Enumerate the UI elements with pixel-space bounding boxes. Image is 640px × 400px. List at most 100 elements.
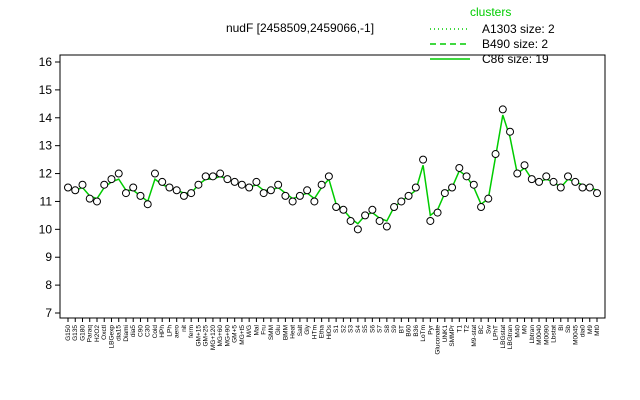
data-point — [542, 172, 551, 181]
x-tick-label: B36 — [413, 325, 420, 337]
x-tick-label: Diami — [123, 325, 130, 342]
data-point — [527, 175, 536, 184]
data-point — [477, 203, 486, 212]
x-tick-label: Heat — [290, 325, 297, 339]
data-point — [346, 216, 355, 225]
data-point — [252, 177, 261, 186]
data-point — [295, 191, 304, 200]
x-tick-label: Sb — [565, 325, 572, 333]
x-tick-label: MG+t5 — [239, 325, 246, 345]
x-tick-label: B60 — [406, 325, 413, 337]
data-point — [339, 205, 348, 214]
data-point — [64, 183, 72, 192]
x-tick-label: Paraq — [87, 325, 94, 343]
x-tick-label: T2 — [464, 325, 471, 333]
data-point — [201, 172, 210, 181]
x-tick-label: S4 — [355, 325, 362, 333]
data-point — [375, 216, 384, 225]
data-point — [404, 191, 413, 200]
data-point — [259, 189, 268, 198]
x-tick-label: S9 — [391, 325, 398, 333]
x-tick-label: dia0 — [580, 325, 587, 338]
data-point — [324, 172, 333, 181]
data-point — [100, 180, 109, 189]
x-tick-label: H2O2 — [94, 325, 101, 342]
x-tick-label: Mal — [253, 324, 260, 335]
data-point — [455, 163, 464, 172]
x-tick-label: S7 — [377, 325, 384, 333]
x-tick-label: ferm — [188, 325, 195, 338]
x-tick-label: Gluconate — [435, 325, 442, 355]
y-tick-label: 11 — [40, 194, 53, 208]
x-tick-label: LBGstat — [500, 325, 507, 349]
data-point — [564, 172, 573, 181]
data-point — [448, 183, 457, 192]
y-tick-label: 15 — [39, 83, 53, 97]
legend-title: clusters — [470, 5, 511, 19]
x-tick-label: Pyr — [427, 324, 434, 335]
data-point — [179, 191, 188, 200]
data-point — [390, 203, 399, 212]
x-tick-label: S8 — [384, 325, 391, 333]
data-point — [513, 169, 522, 178]
data-point — [368, 205, 377, 214]
data-point — [281, 191, 290, 200]
x-tick-label: MG+90 — [224, 325, 231, 347]
x-tick-label: GM+25 — [203, 325, 210, 347]
data-point — [578, 183, 587, 192]
data-point — [136, 191, 145, 200]
x-tick-label: M0090 — [543, 325, 550, 345]
legend-label: A1303 size: 2 — [482, 22, 555, 36]
y-tick-label: 8 — [45, 278, 52, 292]
data-point — [571, 177, 580, 186]
x-tick-label: GM+15 — [195, 325, 202, 347]
legend-label: C86 size: 19 — [482, 52, 549, 66]
chart-title: nudF [2458509,2459066,-1] — [226, 21, 374, 35]
data-point — [303, 186, 312, 195]
data-point — [230, 177, 239, 186]
x-tick-label: Etha — [319, 325, 326, 339]
x-tick-label: aero — [174, 325, 181, 338]
x-tick-label: MG+60 — [217, 325, 224, 347]
data-point — [433, 208, 442, 217]
x-tick-label: C30 — [145, 325, 152, 337]
x-tick-label: Fru — [261, 325, 268, 335]
data-point — [165, 183, 174, 192]
x-tick-label: M0040 — [536, 325, 543, 345]
data-point — [187, 189, 196, 198]
data-point — [107, 175, 116, 184]
data-point — [498, 105, 507, 114]
data-point — [353, 225, 362, 234]
data-point — [78, 180, 87, 189]
x-tick-label: M0045 — [572, 325, 579, 345]
data-point — [361, 211, 370, 220]
x-tick-label: dia15 — [116, 325, 123, 341]
x-tick-label: M0 — [522, 325, 529, 334]
x-tick-label: nit — [181, 325, 188, 332]
x-tick-label: GM+5 — [232, 325, 239, 343]
data-point — [593, 189, 601, 198]
x-tick-label: LBGexp — [108, 325, 115, 349]
data-point — [411, 183, 420, 192]
x-tick-label: M9 — [587, 325, 594, 334]
data-point — [121, 189, 130, 198]
x-tick-label: HPh — [159, 325, 166, 338]
data-point — [274, 180, 283, 189]
legend-label: B490 size: 2 — [482, 37, 548, 51]
x-tick-label: Mt0 — [594, 325, 601, 336]
plot-frame — [59, 54, 606, 319]
x-tick-label: dia5 — [130, 325, 137, 338]
data-point — [114, 169, 123, 178]
data-point — [491, 150, 500, 159]
x-tick-label: Cold — [152, 325, 159, 339]
data-point — [556, 183, 565, 192]
data-point — [208, 172, 217, 181]
data-point — [397, 197, 406, 206]
data-point — [237, 180, 246, 189]
data-point — [223, 175, 232, 184]
x-tick-label: S3 — [348, 325, 355, 333]
y-tick-label: 13 — [39, 139, 53, 153]
x-tick-label: Lbtran — [529, 325, 536, 344]
x-tick-label: LoTm — [420, 325, 427, 342]
x-tick-label: G150 — [65, 325, 72, 341]
